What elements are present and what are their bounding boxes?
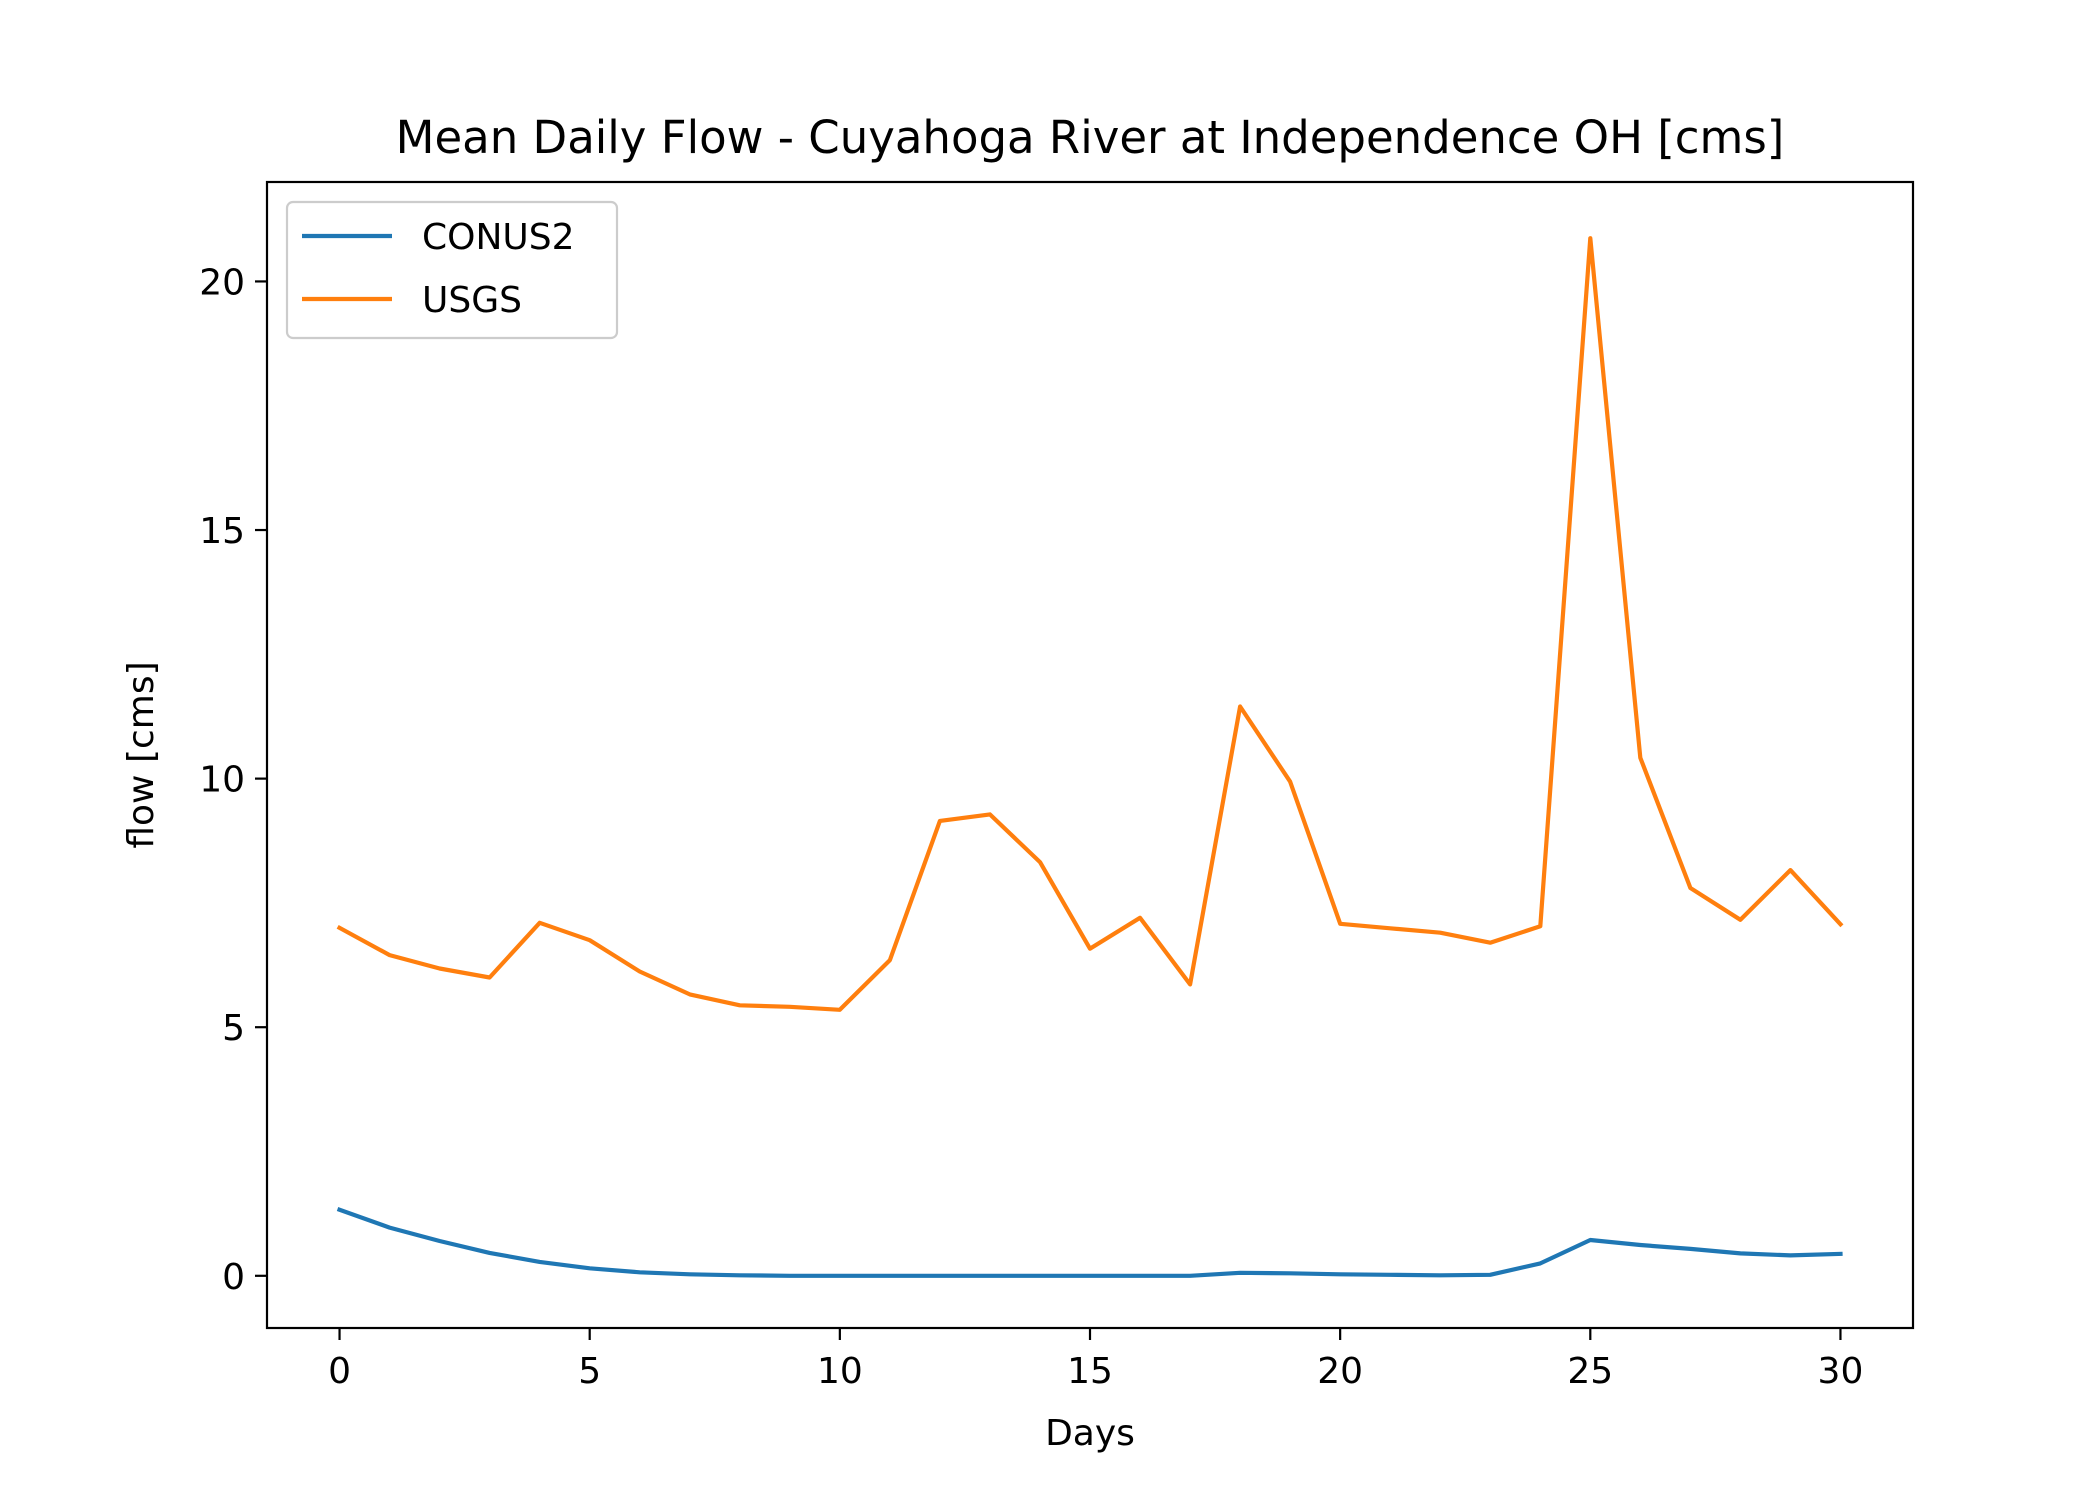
legend-label-usgs: USGS: [422, 280, 522, 321]
y-tick-label: 20: [199, 262, 245, 303]
legend-label-conus2: CONUS2: [422, 217, 575, 258]
series-line-usgs: [336, 236, 1844, 1012]
x-tick-label: 10: [817, 1351, 863, 1392]
x-tick-label: 15: [1067, 1351, 1113, 1392]
x-tick-label: 30: [1818, 1351, 1864, 1392]
x-tick-label: 20: [1317, 1351, 1363, 1392]
series-line-conus2: [336, 1207, 1843, 1278]
y-tick-label: 10: [199, 760, 245, 801]
series-layer: [336, 236, 1844, 1278]
chart-title: Mean Daily Flow - Cuyahoga River at Inde…: [396, 111, 1785, 164]
y-tick-label: 0: [222, 1257, 245, 1298]
x-tick-label: 5: [578, 1351, 601, 1392]
x-axis-label: Days: [1045, 1413, 1135, 1454]
ticks-layer: 0 5 10 15 20 25 30 0 5 10 15 20: [199, 262, 1863, 1392]
x-tick-label: 25: [1567, 1351, 1613, 1392]
y-tick-label: 15: [199, 511, 245, 552]
y-tick-label: 5: [222, 1008, 245, 1049]
x-tick-label: 0: [328, 1351, 351, 1392]
legend: CONUS2 USGS: [285, 200, 619, 340]
y-axis-label: flow [cms]: [121, 661, 162, 848]
legend-items: CONUS2 USGS: [302, 217, 575, 321]
plot-frame: [265, 180, 1915, 1330]
